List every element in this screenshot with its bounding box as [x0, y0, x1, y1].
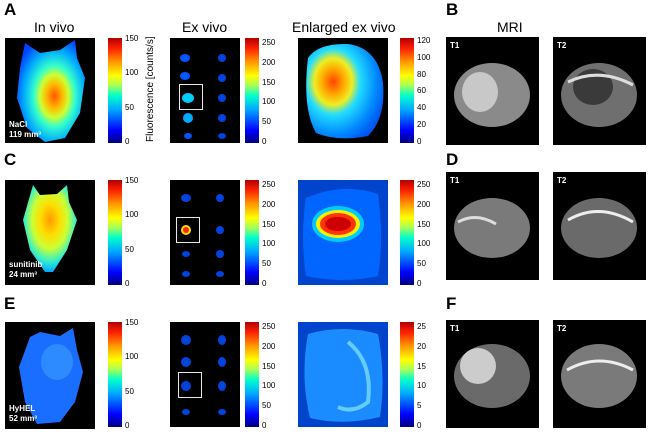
- tick-label: 250: [417, 180, 431, 189]
- tick-label: 50: [125, 386, 134, 396]
- caption-nacl-volume: 119 mm³: [9, 130, 42, 139]
- tick-label: 250: [262, 322, 276, 331]
- tick-label: 50: [262, 259, 271, 269]
- tick-label: 10: [417, 381, 426, 391]
- ex-vivo-image-sunitinib: [170, 180, 240, 285]
- tick-label: 150: [125, 176, 139, 185]
- mri-t2-label: T2: [557, 41, 567, 50]
- header-ex-vivo: Ex vivo: [182, 19, 228, 35]
- caption-nacl: NaCl: [9, 120, 28, 129]
- tick-label: 25: [417, 322, 426, 331]
- tick-label: 100: [262, 239, 276, 249]
- tick-label: 50: [125, 244, 134, 254]
- in-vivo-image-hyhel: HyHEL 52 mm³: [5, 322, 95, 429]
- colorbar-ex-vivo-1: [245, 38, 259, 143]
- colorbar-ex-vivo-3: [245, 322, 259, 427]
- tick-label: 100: [417, 52, 431, 62]
- tick-label: 200: [417, 199, 431, 209]
- tick-label: 150: [125, 34, 139, 43]
- mri-t1-image-f: T1: [446, 320, 539, 428]
- ex-vivo-image-nacl: [170, 38, 240, 143]
- mri-t2-image-b: T2: [553, 37, 646, 145]
- panel-label-c: C: [4, 150, 17, 169]
- tick-label: 50: [125, 102, 134, 112]
- tick-label: 50: [417, 259, 426, 269]
- tick-label: 100: [125, 210, 139, 220]
- colorbar-in-vivo-2: [108, 180, 122, 285]
- tick-label: 20: [417, 341, 426, 351]
- tick-label: 150: [262, 361, 276, 371]
- in-vivo-image-nacl: NaCl 119 mm³: [5, 38, 95, 143]
- header-in-vivo: In vivo: [34, 19, 75, 35]
- tick-label: 200: [262, 57, 276, 67]
- tick-label: 0: [125, 420, 130, 430]
- tick-label: 0: [262, 420, 267, 430]
- mri-t1-label: T1: [450, 176, 460, 185]
- enlarged-ex-vivo-image-sunitinib: [298, 180, 388, 285]
- fluorescence-axis-label: Fluorescence [counts/s]: [145, 36, 156, 142]
- roi-box: [176, 217, 200, 243]
- caption-sunitinib: sunitinib: [9, 260, 43, 269]
- header-mri: MRI: [497, 19, 523, 35]
- tick-label: 50: [262, 401, 271, 411]
- tick-label: 15: [417, 361, 426, 371]
- panel-label-a: A: [4, 0, 17, 19]
- panel-label-f: F: [446, 294, 457, 313]
- mri-t2-label: T2: [557, 324, 567, 333]
- panel-label-b: B: [446, 0, 459, 19]
- tick-label: 0: [125, 136, 130, 146]
- tick-label: 100: [417, 239, 431, 249]
- mri-t2-label: T2: [557, 176, 567, 185]
- tick-label: 50: [262, 117, 271, 127]
- mri-t1-label: T1: [450, 324, 460, 333]
- mri-t1-label: T1: [450, 41, 460, 50]
- caption-sunitinib-volume: 24 mm³: [9, 270, 38, 279]
- tick-label: 40: [417, 103, 426, 113]
- tick-label: 100: [125, 68, 139, 78]
- roi-box: [178, 372, 202, 398]
- tick-label: 200: [262, 199, 276, 209]
- colorbar-enlarged-2: [400, 180, 414, 285]
- tick-label: 100: [262, 381, 276, 391]
- tick-label: 200: [262, 341, 276, 351]
- tick-label: 0: [262, 136, 267, 146]
- colorbar-in-vivo-3: [108, 322, 122, 427]
- tick-label: 0: [417, 420, 422, 430]
- tick-label: 150: [417, 219, 431, 229]
- colorbar-enlarged-1: [400, 38, 414, 143]
- panel-label-d: D: [446, 150, 459, 169]
- tick-label: 100: [125, 352, 139, 362]
- tick-label: 150: [262, 219, 276, 229]
- tick-label: 0: [125, 278, 130, 288]
- mri-t2-image-f: T2: [553, 320, 646, 428]
- tick-label: 100: [262, 97, 276, 107]
- caption-hyhel-volume: 52 mm³: [9, 414, 38, 423]
- tick-label: 250: [262, 180, 276, 189]
- header-enlarged-ex-vivo: Enlarged ex vivo: [292, 19, 396, 35]
- tick-label: 0: [262, 278, 267, 288]
- tick-label: 250: [262, 38, 276, 47]
- tick-label: 5: [417, 401, 422, 411]
- tick-label: 80: [417, 69, 426, 79]
- tick-label: 0: [417, 136, 422, 146]
- tick-label: 0: [417, 278, 422, 288]
- tick-label: 150: [262, 77, 276, 87]
- mri-t1-image-d: T1: [446, 172, 539, 280]
- ex-vivo-image-hyhel: [170, 322, 240, 427]
- enlarged-ex-vivo-image-hyhel: [298, 322, 388, 427]
- tick-label: 120: [417, 36, 431, 45]
- tick-label: 20: [417, 120, 426, 130]
- tick-label: 150: [125, 318, 139, 327]
- tick-label: 60: [417, 86, 426, 96]
- roi-box: [179, 84, 203, 110]
- caption-hyhel: HyHEL: [9, 404, 36, 413]
- in-vivo-image-sunitinib: sunitinib 24 mm³: [5, 180, 95, 285]
- colorbar-in-vivo-1: [108, 38, 122, 143]
- colorbar-enlarged-3: [400, 322, 414, 427]
- mri-t2-image-d: T2: [553, 172, 646, 280]
- enlarged-ex-vivo-image-nacl: [298, 38, 388, 143]
- colorbar-ex-vivo-2: [245, 180, 259, 285]
- panel-label-e: E: [4, 294, 16, 313]
- mri-t1-image-b: T1: [446, 37, 539, 145]
